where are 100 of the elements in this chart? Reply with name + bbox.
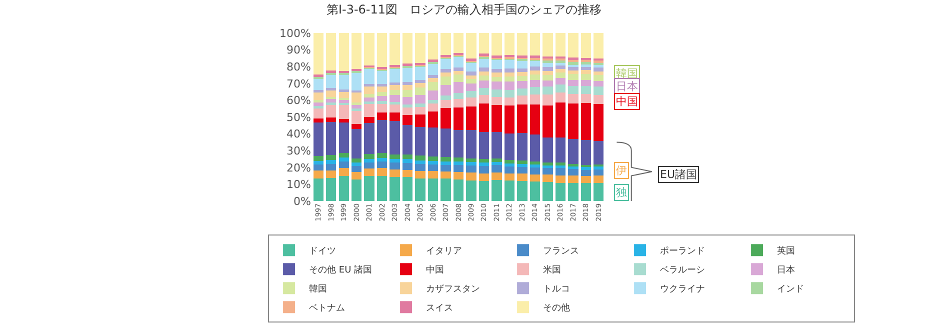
bar — [580, 94, 591, 104]
bar — [364, 33, 374, 66]
bar — [313, 90, 324, 93]
bar — [594, 86, 604, 96]
bar — [326, 102, 336, 106]
bar — [478, 95, 490, 104]
y-tick-label: 30% — [286, 144, 311, 158]
bar — [351, 92, 362, 103]
bar — [555, 165, 566, 168]
bar — [492, 96, 502, 106]
bar — [530, 33, 540, 56]
bar — [313, 160, 324, 165]
bar — [580, 176, 591, 184]
legend-label: スイス — [426, 304, 454, 314]
bar — [504, 72, 515, 77]
bar — [415, 80, 426, 84]
bar — [338, 102, 349, 106]
bar — [326, 33, 336, 70]
bar — [402, 107, 413, 115]
bar — [568, 86, 578, 94]
bar — [313, 106, 324, 108]
bar — [326, 105, 336, 118]
bar — [492, 33, 502, 56]
bar — [440, 164, 451, 172]
bar — [453, 130, 464, 158]
bar — [402, 154, 413, 159]
bar — [338, 122, 349, 153]
bar — [580, 103, 591, 140]
bar — [376, 86, 388, 92]
bar — [338, 157, 349, 162]
text: 日本 — [616, 80, 638, 93]
bar — [351, 166, 362, 172]
legend-label: インド — [777, 284, 804, 295]
bar — [326, 99, 336, 103]
bar — [492, 158, 502, 162]
bar — [326, 74, 336, 88]
bar — [428, 171, 438, 179]
bar — [492, 90, 502, 97]
bar — [313, 118, 324, 123]
bar — [466, 98, 476, 106]
bar — [594, 166, 604, 170]
bar — [555, 33, 566, 56]
bar — [580, 64, 591, 67]
bar — [542, 33, 553, 57]
legend-label: 日本 — [777, 264, 796, 276]
bar — [517, 68, 528, 72]
legend-label: ベラルーシ — [660, 266, 706, 276]
bar — [478, 104, 490, 132]
bar — [466, 79, 476, 84]
bar — [542, 174, 553, 182]
legend-label: その他 EU 諸国 — [309, 264, 372, 276]
bar — [517, 33, 528, 56]
bar — [555, 66, 566, 69]
bar — [390, 104, 400, 112]
bar — [530, 94, 540, 105]
bar — [415, 114, 426, 128]
bar — [376, 104, 388, 113]
bar — [428, 100, 438, 104]
bar — [530, 182, 540, 201]
bar — [517, 180, 528, 201]
bar — [390, 159, 400, 163]
bar — [594, 169, 604, 176]
bar — [376, 33, 388, 67]
bar — [326, 178, 336, 201]
bar — [415, 83, 426, 88]
bar — [517, 72, 528, 76]
bar — [504, 98, 515, 106]
bar — [376, 84, 388, 87]
bar — [428, 111, 438, 128]
bar — [453, 165, 464, 172]
bar — [530, 164, 540, 168]
bar — [415, 87, 426, 95]
bar — [517, 166, 528, 174]
bar — [390, 82, 400, 85]
bar — [517, 60, 528, 68]
bar — [542, 168, 553, 175]
bar — [313, 33, 324, 74]
bar — [542, 80, 553, 86]
bar — [364, 98, 374, 102]
bar — [428, 78, 438, 82]
bar — [313, 178, 324, 201]
bar — [555, 84, 566, 93]
bar — [530, 74, 540, 80]
bar — [364, 102, 374, 104]
bar — [478, 71, 490, 76]
bar — [313, 78, 324, 90]
bar — [594, 104, 604, 142]
bar — [466, 106, 476, 130]
bar — [402, 82, 413, 86]
bar — [555, 175, 566, 184]
bar — [568, 164, 578, 167]
bar — [555, 68, 566, 73]
bar — [466, 172, 476, 180]
bar — [517, 160, 528, 164]
bar — [415, 178, 426, 201]
bar — [530, 174, 540, 182]
bar — [504, 164, 515, 167]
bar — [555, 72, 566, 78]
bar — [530, 80, 540, 87]
bar — [402, 159, 413, 163]
